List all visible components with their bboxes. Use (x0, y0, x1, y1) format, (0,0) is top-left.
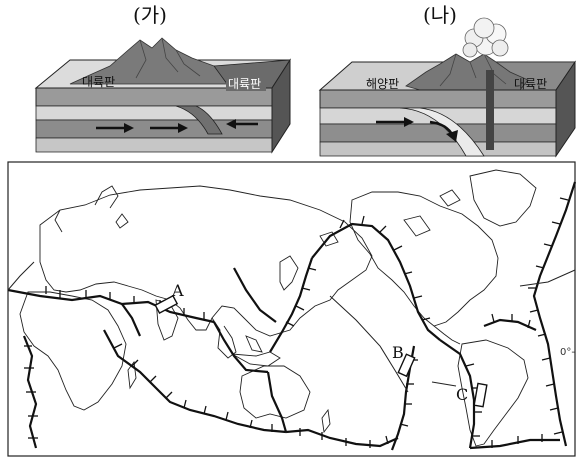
plate-label-ga-right: 대륙판 (228, 77, 261, 91)
continent-outlines (19, 169, 537, 447)
region-b-label: B (392, 343, 404, 362)
plate-label-na-left: 해양판 (366, 77, 399, 91)
plate-label-na-right: 대륙판 (514, 77, 547, 91)
region-a-label: A (171, 281, 184, 300)
volcano-plume (462, 17, 509, 58)
region-a: A (154, 281, 184, 315)
region-c: C (456, 382, 488, 408)
panel-ga: (가) 대륙판 대륙판 (34, 3, 291, 154)
world-plate-map: A B C 0°- (7, 161, 577, 457)
plate-label-ga-left: 대륙판 (82, 75, 115, 89)
region-c-label: C (456, 385, 468, 404)
region-b: B (392, 343, 416, 378)
plate-motion-arrows-na (376, 117, 458, 142)
panel-na-title: (나) (423, 3, 457, 27)
panel-ga-title: (가) (133, 3, 167, 27)
minor-boundaries (7, 261, 576, 393)
boundary-tick-marks (24, 197, 569, 448)
map-frame (7, 161, 576, 457)
panel-na: (나) 해 (318, 3, 576, 158)
equator-label: 0°- (560, 347, 575, 358)
plate-motion-arrows-ga (96, 119, 258, 133)
